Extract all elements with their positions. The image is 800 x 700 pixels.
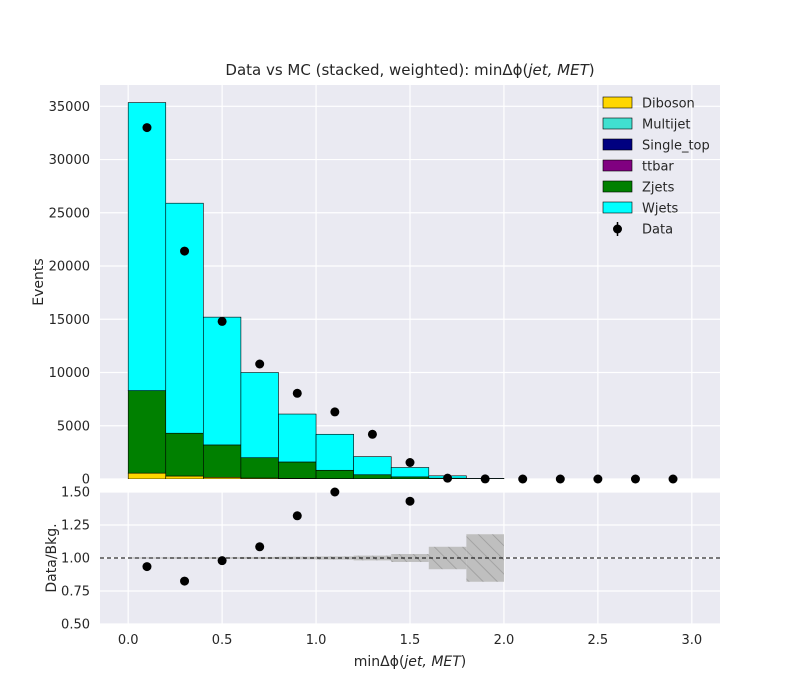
ratio-y-tick-label-3: 1.25: [61, 519, 90, 534]
ratio-point-1: [180, 576, 190, 586]
x-axis-label: minΔϕ(jet, MET): [354, 654, 467, 670]
data-point-2: [217, 316, 227, 326]
x-tick-label-4: 2.0: [494, 633, 515, 648]
uncertainty-bin-6: [353, 555, 392, 561]
ratio-y-axis-label: Data/Bkg.: [44, 523, 60, 592]
main-y-tick-label-2: 10000: [49, 366, 90, 381]
legend-label-multijet: Multijet: [642, 118, 690, 133]
data-points: [142, 123, 678, 484]
data-point-8: [443, 473, 453, 483]
bar-wjets-4: [278, 413, 317, 463]
ratio-point-6: [405, 496, 415, 506]
main-title: Data vs MC (stacked, weighted): minΔϕ(je…: [225, 61, 594, 79]
x-tick-label-6: 3.0: [681, 633, 702, 648]
stacked-bars: [127, 102, 505, 479]
bar-zjets-3: [240, 457, 279, 479]
ratio-point-2: [217, 556, 227, 566]
legend-marker-data: [613, 224, 622, 234]
x-tick-label-1: 0.5: [212, 633, 233, 648]
uncertainty-bin-3: [240, 556, 279, 560]
legend-swatch-multijet: [602, 117, 633, 130]
legend-swatch-wjets: [602, 201, 633, 214]
data-point-10: [518, 474, 528, 484]
legend-swatch-diboson: [602, 96, 633, 109]
uncertainty-bin-0: [128, 557, 166, 559]
data-point-5: [330, 407, 340, 417]
legend-label-diboson: Diboson: [642, 97, 695, 112]
bar-zjets-2: [203, 444, 242, 478]
ratio-x-ticks: 0.0 0.5 1.0 1.5 2.0 2.5 3.0: [118, 633, 702, 648]
bar-wjets-7: [390, 467, 430, 478]
main-y-ticks: 0 5000 10000 15000 20000 25000 30000 35000: [49, 100, 90, 488]
x-tick-label-5: 2.5: [588, 633, 609, 648]
data-point-9: [480, 474, 490, 484]
x-tick-label-2: 1.0: [306, 633, 327, 648]
legend-label-zjets: Zjets: [642, 181, 675, 196]
main-panel: 0 5000 10000 15000 20000 25000 30000 35000 Data…: [31, 61, 720, 488]
bar-wjets-6: [353, 456, 392, 476]
ratio-panel: 0.50 0.75 1.00 1.25 1.50 0.0 0.5 1.0 1.5 2.0 2.5 3…: [44, 486, 720, 670]
data-point-14: [668, 474, 678, 484]
bar-wjets-0: [127, 102, 167, 391]
legend-label-ttbar: ttbar: [642, 160, 674, 175]
main-y-tick-label-6: 30000: [49, 153, 90, 168]
main-y-axis-label: Events: [31, 258, 47, 305]
bar-diboson-1: [165, 475, 204, 479]
data-point-0: [142, 123, 152, 133]
x-tick-label-3: 1.5: [400, 633, 421, 648]
ratio-point-3: [255, 542, 265, 552]
data-point-12: [593, 474, 603, 484]
bar-wjets-1: [165, 202, 204, 434]
data-point-13: [630, 474, 640, 484]
bar-zjets-1: [165, 432, 204, 477]
legend-label-data: Data: [642, 223, 673, 238]
bar-wjets-5: [315, 433, 354, 471]
x-tick-label-0: 0.0: [118, 633, 139, 648]
ratio-point-4: [292, 511, 302, 521]
data-point-11: [555, 474, 565, 484]
ratio-y-tick-label-0: 0.50: [61, 618, 90, 633]
bar-zjets-4: [278, 461, 317, 479]
main-y-tick-label-1: 5000: [57, 419, 90, 434]
legend-swatch-ttbar: [602, 159, 633, 172]
main-y-tick-label-5: 25000: [49, 206, 90, 221]
data-point-3: [255, 359, 265, 369]
uncertainty-bin-8: [428, 546, 467, 570]
data-point-4: [292, 388, 302, 398]
ratio-y-tick-label-1: 0.75: [61, 585, 90, 600]
bar-zjets-6: [353, 474, 392, 479]
main-y-tick-label-0: 0: [82, 473, 90, 488]
legend-swatch-single_top: [602, 138, 633, 151]
bar-wjets-2: [203, 316, 242, 446]
legend-label-single_top: Single_top: [642, 139, 710, 154]
ratio-y-tick-label-2: 1.00: [61, 552, 90, 567]
bar-zjets-5: [315, 469, 354, 479]
legend-swatch-zjets: [602, 180, 633, 193]
main-y-tick-label-3: 15000: [49, 313, 90, 328]
data-point-6: [367, 429, 377, 439]
ratio-point-0: [142, 562, 152, 572]
bar-wjets-3: [240, 372, 279, 459]
main-y-tick-label-4: 20000: [49, 260, 90, 275]
legend-label-wjets: Wjets: [642, 202, 679, 217]
bar-zjets-0: [127, 390, 167, 474]
bar-diboson-0: [127, 472, 167, 479]
ratio-y-tick-label-4: 1.50: [61, 486, 90, 501]
ratio-point-5: [330, 487, 340, 497]
data-point-7: [405, 457, 415, 467]
ratio-y-ticks: 0.50 0.75 1.00 1.25 1.50: [61, 486, 90, 633]
main-y-tick-label-7: 35000: [49, 100, 90, 115]
ratio-points: [142, 487, 415, 586]
data-point-1: [180, 246, 190, 256]
